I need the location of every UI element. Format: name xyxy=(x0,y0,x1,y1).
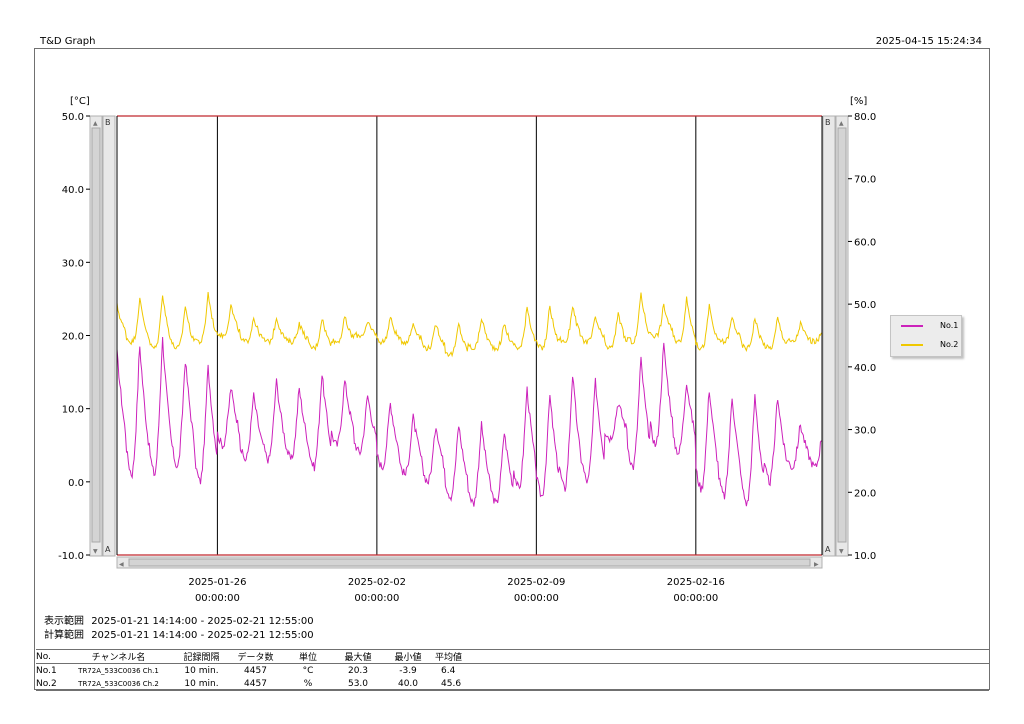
stats-cell-channel: TR72A_533C0036 Ch.1 xyxy=(78,666,159,675)
right-tick-label: 60.0 xyxy=(854,237,876,248)
left-tick-label: 20.0 xyxy=(62,332,84,343)
page-frame xyxy=(34,48,990,690)
stats-header-interval: 記録間隔 xyxy=(183,653,220,663)
stats-header-min: 最小値 xyxy=(394,653,422,663)
right-axis-marker-strip xyxy=(822,115,836,557)
x-tick-date: 2025-02-09 xyxy=(507,577,565,588)
left-tick-label: 50.0 xyxy=(62,112,84,123)
right-axis-unit: [%] xyxy=(850,96,867,107)
right-tick-label: 50.0 xyxy=(854,300,876,311)
x-tick-date: 2025-01-26 xyxy=(188,577,246,588)
right-marker-a[interactable]: A xyxy=(825,545,831,554)
right-scroll-down-arrow[interactable]: ▼ xyxy=(839,548,844,555)
x-tick-date: 2025-02-02 xyxy=(348,577,406,588)
left-tick-label: 30.0 xyxy=(62,258,84,269)
bottom-scrollbar-thumb[interactable] xyxy=(128,558,811,567)
right-tick-label: 20.0 xyxy=(854,488,876,499)
right-scrollbar-thumb[interactable] xyxy=(837,127,847,543)
stats-cell-count: 4457 xyxy=(244,678,267,689)
stats-cell-unit: % xyxy=(303,678,313,689)
x-tick-time: 00:00:00 xyxy=(673,593,718,604)
bottom-scroll-left-arrow[interactable]: ◀ xyxy=(119,561,124,568)
stats-header-no: No. xyxy=(36,651,51,662)
stats-cell-max: 53.0 xyxy=(347,678,369,689)
stats-cell-min: 40.0 xyxy=(397,678,419,689)
right-tick-label: 30.0 xyxy=(854,426,876,437)
right-tick-label: 40.0 xyxy=(854,363,876,374)
left-scroll-up-arrow[interactable]: ▲ xyxy=(93,120,98,127)
left-axis-unit: [°C] xyxy=(70,96,90,107)
left-tick-label: 10.0 xyxy=(62,405,84,416)
plot-area xyxy=(117,116,822,555)
stats-cell-no: No.2 xyxy=(36,678,57,689)
stats-row: No.1 TR72A_533C0036 Ch.1 10 min. 4457 °C… xyxy=(36,664,989,678)
stats-header-channel: チャンネル名 xyxy=(91,653,146,663)
legend-label-no2: No.2 xyxy=(940,340,959,349)
series-line-no1 xyxy=(116,336,822,507)
stats-header-max: 最大値 xyxy=(344,653,372,663)
stats-cell-min: -3.9 xyxy=(399,665,417,676)
stats-cell-count: 4457 xyxy=(244,665,267,676)
legend-label-no1: No.1 xyxy=(940,321,959,330)
stats-cell-avg: 6.4 xyxy=(441,665,456,676)
left-marker-a[interactable]: A xyxy=(105,545,111,554)
legend-swatch-no2 xyxy=(901,344,923,346)
legend-item-no1[interactable]: No.1 xyxy=(897,319,959,333)
right-tick-label: 10.0 xyxy=(854,551,876,562)
display-range-value: 2025-01-21 14:14:00 - 2025-02-21 12:55:0… xyxy=(91,616,314,627)
stats-cell-interval: 10 min. xyxy=(184,665,219,676)
left-scrollbar-thumb[interactable] xyxy=(91,127,101,543)
stats-cell-unit: °C xyxy=(302,665,314,676)
x-tick-time: 00:00:00 xyxy=(354,593,399,604)
stats-header-row: No. チャンネル名 記録間隔 データ数 単位 最大値 最小値 平均値 xyxy=(36,649,989,664)
x-tick-date: 2025-02-16 xyxy=(667,577,725,588)
bottom-scroll-right-arrow[interactable]: ▶ xyxy=(814,561,819,568)
stats-cell-no: No.1 xyxy=(36,665,57,676)
stats-cell-interval: 10 min. xyxy=(184,678,219,689)
right-tick-label: 80.0 xyxy=(854,112,876,123)
stats-cell-avg: 45.6 xyxy=(441,678,462,689)
right-scroll-up-arrow[interactable]: ▲ xyxy=(839,120,844,127)
calc-range-value: 2025-01-21 14:14:00 - 2025-02-21 12:55:0… xyxy=(91,630,314,641)
legend-item-no2[interactable]: No.2 xyxy=(897,338,959,352)
legend-swatch-no1 xyxy=(901,325,923,327)
stats-cell-channel: TR72A_533C0036 Ch.2 xyxy=(78,679,159,688)
left-marker-b[interactable]: B xyxy=(105,118,111,127)
right-marker-b[interactable]: B xyxy=(825,118,831,127)
print-timestamp: 2025-04-15 15:24:34 xyxy=(875,36,982,47)
app-title: T&D Graph xyxy=(40,36,96,47)
calc-range: 計算範囲 2025-01-21 14:14:00 - 2025-02-21 12… xyxy=(44,626,314,641)
stats-row: No.2 TR72A_533C0036 Ch.2 10 min. 4457 % … xyxy=(36,677,989,691)
x-tick-time: 00:00:00 xyxy=(514,593,559,604)
right-tick-label: 70.0 xyxy=(854,175,876,186)
x-tick-time: 00:00:00 xyxy=(195,593,240,604)
stats-cell-max: 20.3 xyxy=(347,665,369,676)
stats-header-avg: 平均値 xyxy=(435,653,463,663)
display-range-label: 表示範囲 xyxy=(44,616,84,627)
left-tick-label: -10.0 xyxy=(58,551,84,562)
calc-range-label: 計算範囲 xyxy=(44,630,84,641)
left-axis-marker-strip xyxy=(102,115,116,557)
left-tick-label: 0.0 xyxy=(68,478,84,489)
left-tick-label: 40.0 xyxy=(62,185,84,196)
display-range: 表示範囲 2025-01-21 14:14:00 - 2025-02-21 12… xyxy=(44,612,314,627)
stats-table: No. チャンネル名 記録間隔 データ数 単位 最大値 最小値 平均値 No.1… xyxy=(36,649,989,691)
stats-header-unit: 単位 xyxy=(298,653,317,663)
series-line-no2 xyxy=(116,292,822,358)
stats-header-count: データ数 xyxy=(237,653,274,663)
left-scroll-down-arrow[interactable]: ▼ xyxy=(93,548,98,555)
legend: No.1 No.2 xyxy=(890,315,962,357)
